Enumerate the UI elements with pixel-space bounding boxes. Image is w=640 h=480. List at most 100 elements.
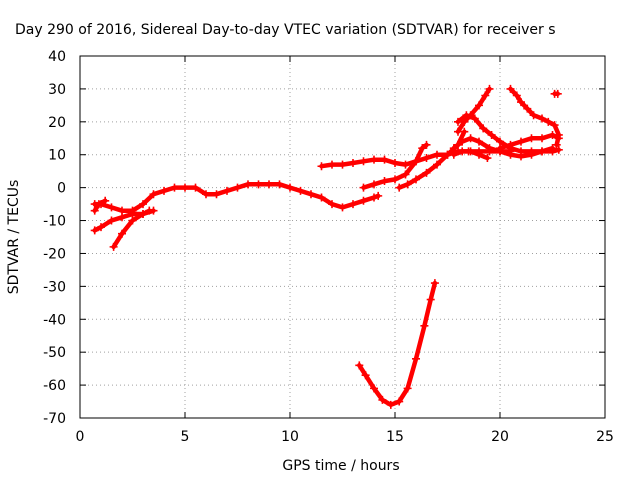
data-point: [458, 147, 467, 156]
data-point: [374, 191, 383, 200]
series-group: [90, 84, 563, 409]
data-point: [412, 157, 420, 166]
data-point: [512, 91, 521, 100]
data-point: [403, 180, 412, 189]
data-point: [449, 150, 458, 159]
data-point: [420, 321, 429, 330]
data-point: [94, 200, 103, 209]
data-point: [466, 134, 475, 143]
data-point: [454, 127, 462, 136]
data-point: [422, 154, 431, 163]
data-point: [338, 203, 347, 212]
data-point: [160, 186, 168, 195]
data-point: [506, 150, 515, 159]
data-point: [359, 157, 368, 166]
data-point: [458, 137, 467, 146]
data-point: [401, 170, 410, 179]
data-point: [529, 111, 538, 120]
data-point: [107, 203, 116, 212]
data-point: [349, 200, 357, 209]
data-point: [296, 186, 305, 195]
data-point: [359, 196, 368, 205]
data-point: [517, 137, 525, 146]
data-point: [479, 124, 488, 133]
data-point: [202, 190, 210, 199]
data-point: [548, 130, 557, 139]
data-point: [118, 229, 126, 238]
data-point: [307, 190, 315, 199]
data-point: [485, 84, 494, 93]
series-track-14: [357, 280, 438, 408]
y-tick-label: -70: [43, 411, 66, 427]
data-point: [170, 183, 179, 192]
data-point: [433, 150, 441, 159]
data-point: [191, 183, 200, 192]
data-point: [254, 180, 263, 189]
data-point: [317, 162, 326, 171]
data-point: [97, 223, 105, 232]
data-point: [426, 295, 435, 304]
data-point: [475, 101, 483, 110]
data-point: [454, 117, 462, 126]
series-track-11: [508, 86, 562, 148]
data-point: [244, 180, 252, 189]
data-point: [418, 144, 427, 153]
x-tick-label: 25: [596, 429, 614, 445]
y-axis-ticks: -70 -60 -50 -40 -30 -20 -10 0 10 20 30 40: [43, 49, 605, 427]
data-point: [107, 216, 116, 225]
data-point: [527, 150, 536, 159]
data-point: [90, 226, 99, 235]
data-point: [550, 121, 559, 130]
data-point: [538, 114, 546, 123]
data-point: [422, 140, 431, 149]
data-point: [412, 175, 420, 184]
data-point: [317, 193, 326, 202]
data-point: [527, 134, 536, 143]
x-axis-label: GPS time / hours: [282, 458, 399, 474]
data-point: [328, 160, 336, 169]
data-point: [517, 152, 525, 161]
data-point: [386, 400, 395, 409]
data-point: [265, 180, 273, 189]
data-point: [487, 130, 496, 139]
data-point: [380, 155, 389, 164]
data-point: [118, 213, 126, 222]
y-axis-label: SDTVAR / TECUs: [6, 180, 22, 295]
data-point: [286, 183, 294, 192]
data-point: [552, 140, 561, 149]
plot-frame: [79, 55, 606, 419]
data-point: [475, 150, 483, 159]
data-point: [139, 209, 147, 218]
data-point: [370, 155, 378, 164]
data-point: [485, 144, 494, 153]
y-tick-label: -50: [43, 345, 66, 361]
data-point: [128, 216, 137, 225]
data-point: [483, 154, 492, 163]
data-point: [370, 193, 378, 202]
data-point: [338, 160, 347, 169]
data-point: [506, 84, 515, 93]
data-point: [538, 147, 546, 156]
data-point: [181, 183, 189, 192]
data-point: [462, 111, 471, 120]
y-tick-label: 20: [48, 115, 66, 131]
y-tick-label: 40: [48, 49, 66, 65]
data-point: [412, 354, 420, 363]
data-point: [466, 147, 475, 156]
data-point: [422, 168, 431, 177]
series-track-12: [497, 132, 562, 151]
y-tick-label: 10: [48, 148, 66, 164]
data-point: [109, 242, 118, 251]
data-point: [212, 190, 221, 199]
data-point: [378, 395, 387, 404]
x-tick-label: 10: [281, 429, 299, 445]
series-track-7: [396, 129, 467, 190]
x-tick-label: 5: [181, 429, 190, 445]
data-point: [553, 89, 562, 98]
x-tick-label: 15: [386, 429, 404, 445]
data-point: [90, 206, 99, 215]
y-tick-label: 0: [57, 181, 66, 197]
data-point: [470, 114, 479, 123]
data-point: [355, 361, 364, 370]
data-point: [101, 196, 110, 205]
